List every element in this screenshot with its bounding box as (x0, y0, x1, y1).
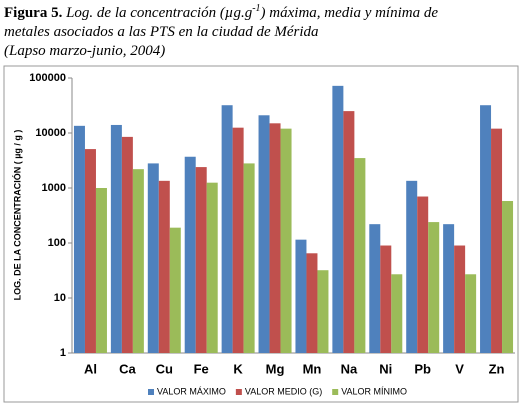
x-tick-label: Al (84, 361, 97, 376)
caption-sup: -1 (252, 3, 260, 14)
x-tick-label: Ca (119, 361, 136, 376)
bar (295, 239, 307, 353)
bar (465, 274, 477, 353)
bar (443, 224, 455, 353)
y-tick-label: 1000 (42, 182, 66, 194)
bar (480, 105, 492, 353)
y-tick-label: 100000 (29, 72, 66, 84)
bar (132, 169, 144, 353)
bar (369, 224, 381, 353)
caption-line1: Figura 5. Log. de la concentración (µg.g… (4, 3, 438, 21)
x-tick-label: Zn (489, 361, 505, 376)
y-tick-label: 10 (54, 292, 66, 304)
legend-swatch (332, 389, 339, 395)
bar (184, 156, 196, 353)
bar (454, 245, 466, 353)
bar (491, 128, 503, 353)
bar (121, 136, 133, 353)
caption-text: Log. de la concentración (µg.g (65, 5, 253, 21)
caption-text: ) máxima, media y mínima de (260, 5, 439, 21)
x-tick-label: Cu (156, 361, 173, 376)
bar (343, 111, 355, 353)
bar (147, 163, 159, 353)
bar (391, 274, 403, 353)
bar (95, 188, 107, 353)
caption-line3: (Lapso marzo-junio, 2004) (4, 43, 165, 59)
x-tick-label: V (455, 361, 464, 376)
x-tick-label: Pb (414, 361, 431, 376)
y-axis-label: LOG. DE LA CONCENTRACIÓN ( µg / g ) (11, 130, 22, 301)
caption-line2: metales asociados a las PTS en la ciudad… (4, 24, 319, 40)
bar (269, 123, 281, 354)
chart-frame (3, 65, 519, 403)
x-tick-label: K (233, 361, 243, 376)
bar (243, 163, 255, 353)
bar (417, 196, 429, 353)
bar (306, 253, 318, 353)
bar (206, 182, 218, 353)
bar (380, 245, 392, 353)
bar (110, 124, 122, 354)
legend-label: VALOR MEDIO (G) (245, 386, 322, 396)
bar (317, 270, 329, 353)
bar (232, 127, 244, 353)
y-tick-label: 100 (48, 237, 66, 249)
bar (406, 180, 418, 353)
y-tick-label: 10000 (35, 127, 66, 139)
bar (84, 149, 96, 353)
x-tick-label: Na (341, 361, 358, 376)
bar (258, 115, 270, 353)
bar (428, 222, 440, 353)
legend-swatch (235, 389, 242, 395)
y-tick-label: 1 (60, 347, 66, 359)
caption-label: Figura 5. (4, 5, 63, 21)
x-tick-label: Ni (379, 361, 392, 376)
bar (169, 227, 181, 353)
bar (221, 105, 233, 353)
bar (502, 201, 514, 353)
x-tick-label: Mn (303, 361, 322, 376)
legend-swatch (148, 389, 154, 395)
x-tick-label: Fe (194, 361, 209, 376)
legend-label: VALOR MÁXIMO (157, 386, 226, 396)
bar (354, 158, 366, 353)
legend-label: VALOR MÍNIMO (341, 386, 407, 396)
bar (332, 85, 344, 353)
x-tick-label: Mg (266, 361, 285, 376)
bar (195, 167, 207, 353)
bar (280, 128, 292, 353)
bar (73, 125, 85, 354)
bar (158, 180, 170, 353)
